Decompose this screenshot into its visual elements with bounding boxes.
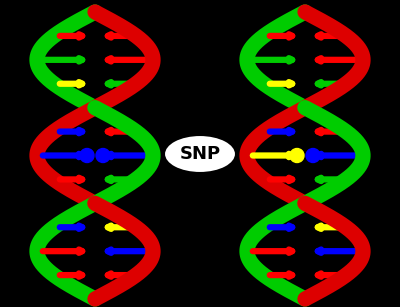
Circle shape bbox=[96, 149, 110, 162]
Circle shape bbox=[306, 149, 320, 162]
Circle shape bbox=[290, 149, 304, 162]
Circle shape bbox=[80, 149, 94, 162]
Ellipse shape bbox=[164, 135, 236, 173]
Text: SNP: SNP bbox=[180, 145, 220, 163]
